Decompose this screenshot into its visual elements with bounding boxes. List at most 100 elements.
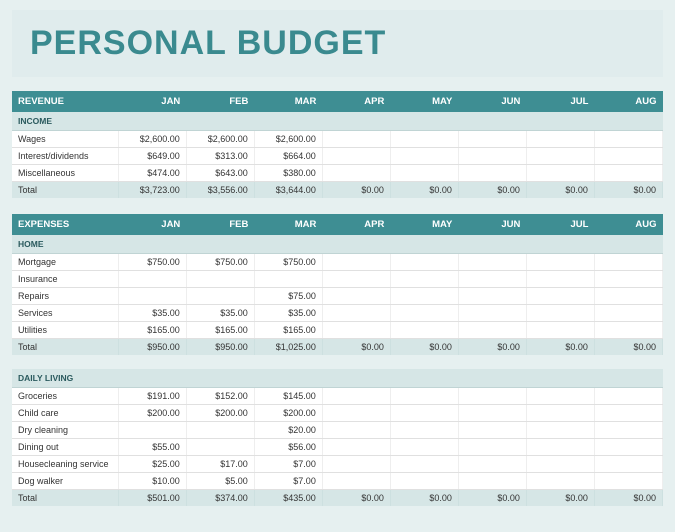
total-row: Total$501.00$374.00$435.00$0.00$0.00$0.0…: [12, 490, 663, 507]
group-label: HOME: [12, 235, 663, 254]
cell-value: $2,600.00: [254, 131, 322, 148]
cell-value: [118, 422, 186, 439]
total-value: $3,556.00: [186, 182, 254, 199]
cell-value: $165.00: [118, 322, 186, 339]
cell-value: [186, 422, 254, 439]
total-value: $0.00: [526, 182, 594, 199]
cell-value: [322, 131, 390, 148]
cell-value: $200.00: [186, 405, 254, 422]
table-row: Repairs$75.00: [12, 288, 663, 305]
row-label: Interest/dividends: [12, 148, 118, 165]
cell-value: [526, 405, 594, 422]
cell-value: [526, 473, 594, 490]
total-value: $3,644.00: [254, 182, 322, 199]
table-row: Groceries$191.00$152.00$145.00: [12, 388, 663, 405]
month-header: MAY: [390, 91, 458, 112]
total-row: Total$950.00$950.00$1,025.00$0.00$0.00$0…: [12, 339, 663, 356]
cell-value: [390, 148, 458, 165]
month-header: JAN: [118, 214, 186, 235]
cell-value: [390, 439, 458, 456]
cell-value: [322, 473, 390, 490]
total-value: $0.00: [458, 339, 526, 356]
cell-value: [458, 131, 526, 148]
cell-value: [526, 439, 594, 456]
total-value: $374.00: [186, 490, 254, 507]
cell-value: [322, 305, 390, 322]
month-header: FEB: [186, 91, 254, 112]
cell-value: [322, 165, 390, 182]
total-value: $950.00: [118, 339, 186, 356]
cell-value: [458, 456, 526, 473]
group-header-row: DAILY LIVING: [12, 369, 663, 388]
cell-value: [118, 288, 186, 305]
cell-value: [458, 439, 526, 456]
total-value: $0.00: [458, 182, 526, 199]
table-row: Dry cleaning$20.00: [12, 422, 663, 439]
month-header: APR: [322, 91, 390, 112]
cell-value: [458, 473, 526, 490]
row-label: Insurance: [12, 271, 118, 288]
total-value: $3,723.00: [118, 182, 186, 199]
cell-value: [322, 422, 390, 439]
month-header: AUG: [594, 91, 662, 112]
total-row: Total$3,723.00$3,556.00$3,644.00$0.00$0.…: [12, 182, 663, 199]
cell-value: [390, 473, 458, 490]
cell-value: [594, 254, 662, 271]
cell-value: [526, 288, 594, 305]
group-header-row: HOME: [12, 235, 663, 254]
cell-value: $474.00: [118, 165, 186, 182]
total-value: $0.00: [390, 182, 458, 199]
row-label: Miscellaneous: [12, 165, 118, 182]
table-row: Child care$200.00$200.00$200.00: [12, 405, 663, 422]
cell-value: [322, 288, 390, 305]
row-label: Dining out: [12, 439, 118, 456]
cell-value: [186, 271, 254, 288]
total-value: $0.00: [594, 182, 662, 199]
cell-value: [526, 305, 594, 322]
row-label: Utilities: [12, 322, 118, 339]
cell-value: [458, 288, 526, 305]
cell-value: [458, 271, 526, 288]
table-row: Wages$2,600.00$2,600.00$2,600.00: [12, 131, 663, 148]
section: REVENUEJANFEBMARAPRMAYJUNJULAUGINCOMEWag…: [12, 91, 663, 198]
section-header-label: REVENUE: [12, 91, 118, 112]
total-value: $501.00: [118, 490, 186, 507]
month-header: MAR: [254, 214, 322, 235]
budget-document: PERSONAL BUDGET REVENUEJANFEBMARAPRMAYJU…: [0, 0, 675, 532]
month-header: MAR: [254, 91, 322, 112]
cell-value: $380.00: [254, 165, 322, 182]
row-label: Dry cleaning: [12, 422, 118, 439]
cell-value: [594, 165, 662, 182]
row-label: Dog walker: [12, 473, 118, 490]
table-row: Mortgage$750.00$750.00$750.00: [12, 254, 663, 271]
cell-value: $35.00: [186, 305, 254, 322]
table-header-row: EXPENSESJANFEBMARAPRMAYJUNJULAUG: [12, 214, 663, 235]
total-value: $0.00: [322, 339, 390, 356]
sections-container: REVENUEJANFEBMARAPRMAYJUNJULAUGINCOMEWag…: [12, 91, 663, 506]
table-row: Dog walker$10.00$5.00$7.00: [12, 473, 663, 490]
cell-value: $7.00: [254, 456, 322, 473]
total-value: $950.00: [186, 339, 254, 356]
cell-value: [526, 131, 594, 148]
cell-value: [390, 388, 458, 405]
section: EXPENSESJANFEBMARAPRMAYJUNJULAUGHOMEMort…: [12, 214, 663, 506]
row-label: Wages: [12, 131, 118, 148]
row-label: Groceries: [12, 388, 118, 405]
cell-value: $643.00: [186, 165, 254, 182]
cell-value: [594, 305, 662, 322]
cell-value: $750.00: [186, 254, 254, 271]
cell-value: $664.00: [254, 148, 322, 165]
cell-value: [594, 322, 662, 339]
cell-value: $35.00: [254, 305, 322, 322]
cell-value: [458, 254, 526, 271]
cell-value: [390, 254, 458, 271]
cell-value: $165.00: [186, 322, 254, 339]
cell-value: [594, 131, 662, 148]
cell-value: $191.00: [118, 388, 186, 405]
cell-value: [322, 271, 390, 288]
cell-value: [594, 148, 662, 165]
cell-value: [322, 405, 390, 422]
cell-value: [526, 271, 594, 288]
cell-value: $35.00: [118, 305, 186, 322]
cell-value: $2,600.00: [186, 131, 254, 148]
